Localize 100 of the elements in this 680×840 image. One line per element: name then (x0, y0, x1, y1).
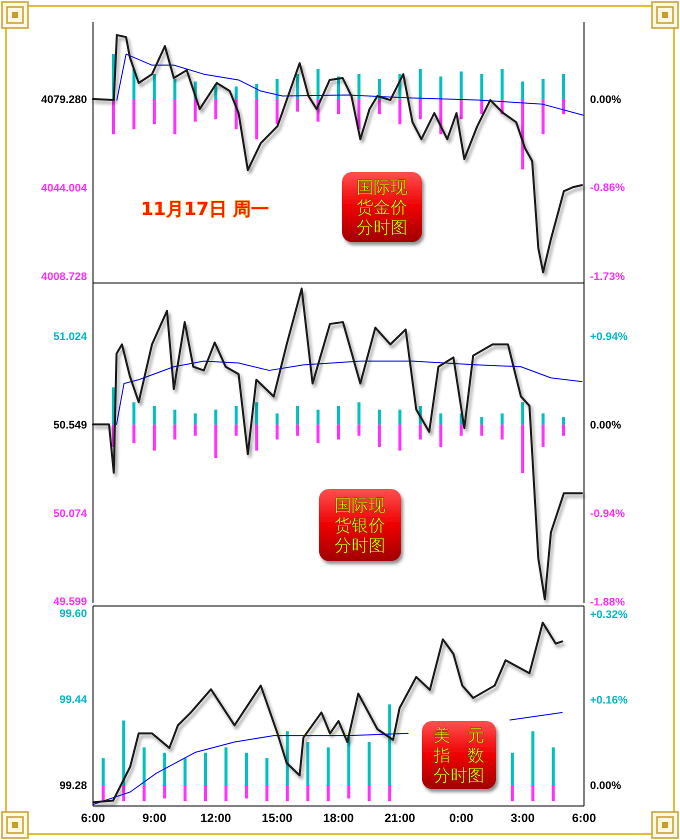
x-tick-label: 9:00 (142, 811, 167, 825)
bar (265, 785, 268, 802)
bar (276, 424, 279, 440)
annotation: 美 元指 数分时图 (432, 726, 484, 786)
bar (418, 68, 422, 100)
bar (500, 424, 504, 440)
bar (521, 82, 524, 100)
bar (460, 71, 463, 100)
bar (316, 68, 320, 100)
bar (521, 402, 524, 425)
bar (398, 424, 402, 451)
bar (337, 99, 340, 114)
bar (194, 424, 197, 436)
bar (224, 747, 228, 786)
bar (480, 424, 484, 436)
bar (224, 785, 228, 802)
bar (357, 99, 360, 130)
bar (255, 424, 258, 451)
bar (378, 410, 381, 425)
bar (142, 785, 146, 802)
y2-tick-label: +0.32% (590, 608, 628, 621)
bar (234, 424, 238, 436)
annotation: 国际现货银价分时图 (334, 496, 386, 556)
bar (542, 413, 545, 425)
bar (234, 86, 238, 100)
bar (306, 785, 310, 802)
bar (173, 99, 176, 134)
bar (132, 424, 136, 444)
bar (214, 424, 218, 458)
bar (132, 402, 136, 425)
bar (214, 99, 218, 120)
bar (255, 99, 258, 140)
y2-tick-label: 0.00% (590, 419, 622, 432)
bar (214, 410, 218, 425)
y2-tick-label: +0.16% (590, 694, 628, 706)
bar (542, 79, 545, 100)
y-tick-label: 99.60 (59, 608, 87, 620)
bar (244, 752, 248, 786)
y2-tick-label: -0.86% (590, 182, 626, 194)
bar (296, 74, 300, 100)
y2-tick-label: 0.00% (590, 94, 622, 106)
bar (296, 99, 300, 112)
bar (102, 785, 105, 802)
bar (347, 736, 350, 786)
bar (562, 99, 566, 114)
bar (122, 785, 126, 802)
bar (163, 785, 166, 798)
bar (152, 99, 156, 124)
bar (296, 424, 300, 436)
bar (418, 424, 422, 440)
bar (244, 785, 248, 798)
bar (480, 417, 484, 425)
bar (194, 99, 197, 122)
bar (388, 704, 392, 786)
bar (316, 424, 320, 444)
bar (132, 99, 136, 130)
y-tick-label: 4008.728 (41, 271, 87, 284)
y2-tick-label: -0.94% (590, 508, 626, 520)
x-tick-label: 6:00 (80, 811, 106, 825)
y2-tick-label: +0.94% (590, 330, 628, 343)
bar (286, 731, 289, 786)
bar (102, 758, 105, 786)
annotation: 国际现货金价分时图 (356, 178, 408, 238)
bar (152, 74, 156, 100)
bar (184, 785, 187, 802)
bar (418, 99, 422, 120)
x-tick-label: 0:00 (449, 811, 474, 825)
bar (234, 406, 238, 425)
x-tick-label: 15:00 (262, 811, 293, 825)
bar (439, 76, 442, 100)
y-tick-label: 49.599 (53, 596, 87, 608)
y2-tick-label: -1.73% (590, 271, 626, 284)
y-tick-label: 50.074 (53, 508, 88, 520)
bar (460, 424, 463, 436)
y-tick-label: 50.549 (53, 419, 87, 432)
y2-tick-label: -1.88% (590, 596, 626, 608)
bar (542, 424, 545, 447)
bar (184, 758, 187, 786)
bar (286, 785, 289, 802)
bar (368, 742, 371, 786)
bar (255, 84, 258, 100)
bar (276, 79, 279, 100)
y-tick-label: 51.024 (53, 331, 88, 344)
y-tick-label: 99.28 (59, 780, 87, 792)
bar (500, 68, 504, 100)
bar (480, 74, 484, 100)
bar (562, 424, 566, 436)
bar (378, 424, 381, 447)
bar (255, 402, 258, 425)
bar (306, 742, 310, 786)
bar (357, 74, 360, 100)
bar (152, 406, 156, 425)
bar (204, 752, 208, 786)
bar (398, 99, 402, 124)
bar (142, 747, 146, 786)
bar (276, 99, 279, 124)
bar (398, 410, 402, 425)
bar (378, 99, 381, 114)
annotation: 11月17日 周一 (140, 199, 270, 220)
x-tick-label: 21:00 (384, 811, 416, 825)
